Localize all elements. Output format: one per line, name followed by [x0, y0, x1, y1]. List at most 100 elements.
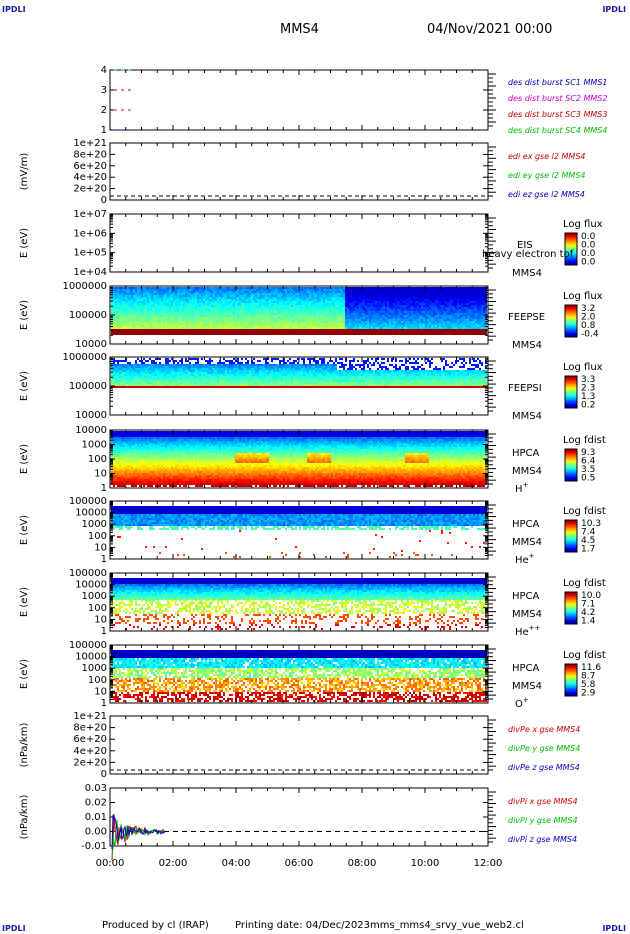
- feepse-cell: [323, 313, 325, 315]
- feepse-cell: [303, 287, 305, 289]
- feepse-cell: [445, 295, 447, 297]
- feepse-cell: [263, 303, 265, 305]
- feepse-cell: [443, 297, 445, 299]
- feepse-cell: [331, 303, 333, 305]
- feepse-cell: [353, 289, 355, 291]
- edi-frame: [109, 142, 489, 201]
- feepse-cell: [423, 311, 425, 313]
- feepse-cell: [297, 301, 299, 303]
- feepse-cell: [217, 287, 219, 289]
- feepse-cell: [169, 309, 171, 311]
- feepse-cell: [393, 317, 395, 319]
- feepse-cell: [481, 293, 483, 295]
- feepse-cell: [457, 313, 459, 315]
- feepse-cell: [413, 315, 415, 317]
- feepse-cell: [451, 293, 453, 295]
- feepse-cell: [315, 323, 317, 325]
- feepse-cell: [321, 305, 323, 307]
- feepse-cell: [319, 287, 321, 289]
- feepse-cell: [485, 327, 487, 329]
- feepse-cell: [247, 313, 249, 315]
- feepse-cell: [319, 319, 321, 321]
- feepse-cell: [243, 299, 245, 301]
- feepse-cell: [191, 301, 193, 303]
- feepse-cell: [303, 297, 305, 299]
- feepse-cell: [271, 305, 273, 307]
- feepse-cell: [143, 315, 145, 317]
- feepse-cell: [279, 295, 281, 297]
- feepse-cell: [469, 287, 471, 289]
- feepse-cell: [445, 307, 447, 309]
- feepse-cell: [231, 323, 233, 325]
- feepse-cell: [137, 317, 139, 319]
- feepse-cell: [163, 333, 165, 335]
- feepse-cell: [145, 303, 147, 305]
- feepse-cell: [419, 329, 421, 331]
- feepse-cell: [433, 301, 435, 303]
- feepse-cell: [449, 319, 451, 321]
- feepse-cell: [337, 331, 339, 333]
- feepse-cell: [333, 299, 335, 301]
- feepse-cell: [251, 301, 253, 303]
- feepse-cell: [307, 311, 309, 313]
- feepse-cell: [445, 313, 447, 315]
- feepse-cell: [385, 315, 387, 317]
- feepse-cell: [421, 319, 423, 321]
- feepse-cell: [289, 315, 291, 317]
- feepse-cell: [179, 311, 181, 313]
- feepse-cell: [289, 295, 291, 297]
- feepse-cell: [335, 295, 337, 297]
- feepse-cell: [475, 297, 477, 299]
- feepse-cell: [165, 325, 167, 327]
- feepse-cell: [283, 295, 285, 297]
- feepse-cell: [187, 333, 189, 335]
- feepse-cell: [349, 323, 351, 325]
- feepse-cell: [399, 309, 401, 311]
- feepse-cell: [245, 315, 247, 317]
- feepse-cell: [315, 289, 317, 291]
- feepse-cell: [151, 293, 153, 295]
- feepse-cell: [309, 317, 311, 319]
- feepse-cell: [369, 313, 371, 315]
- feepse-cell: [301, 293, 303, 295]
- feepse-cell: [261, 333, 263, 335]
- feepse-cell: [331, 299, 333, 301]
- feepse-cell: [255, 321, 257, 323]
- feepse-cell: [145, 289, 147, 291]
- feepse-cell: [223, 321, 225, 323]
- feepse-cell: [203, 313, 205, 315]
- feepse-cell: [287, 323, 289, 325]
- feepse-cell: [235, 305, 237, 307]
- feepse-cell: [157, 301, 159, 303]
- feepse-cell: [169, 287, 171, 289]
- feepse-cell: [421, 333, 423, 335]
- feepse-cell: [273, 329, 275, 331]
- feepse-cell: [337, 295, 339, 297]
- feepse-cell: [229, 313, 231, 315]
- feepse-cell: [365, 291, 367, 293]
- feepse-cell: [195, 313, 197, 315]
- feepse-cell: [201, 327, 203, 329]
- feepse-cell: [413, 305, 415, 307]
- feepse-cell: [355, 305, 357, 307]
- feepse-cell: [443, 327, 445, 329]
- feepse-cell: [135, 321, 137, 323]
- feepse-cell: [247, 321, 249, 323]
- feepse-cell: [179, 301, 181, 303]
- feepse-cell: [327, 303, 329, 305]
- feepse-cell: [391, 327, 393, 329]
- feepse-cell: [231, 327, 233, 329]
- feepse-cell: [333, 317, 335, 319]
- feepse-cell: [463, 333, 465, 335]
- feepse-cell: [385, 323, 387, 325]
- feepse-cell: [183, 303, 185, 305]
- feepse-cell: [147, 309, 149, 311]
- feepse-cell: [131, 291, 133, 293]
- feepse-cell: [447, 289, 449, 291]
- feepse-cell: [209, 315, 211, 317]
- feepse-cell: [225, 291, 227, 293]
- feepse-cell: [181, 287, 183, 289]
- feepse-cell: [441, 297, 443, 299]
- feepse-cell: [251, 321, 253, 323]
- feepse-cell: [223, 323, 225, 325]
